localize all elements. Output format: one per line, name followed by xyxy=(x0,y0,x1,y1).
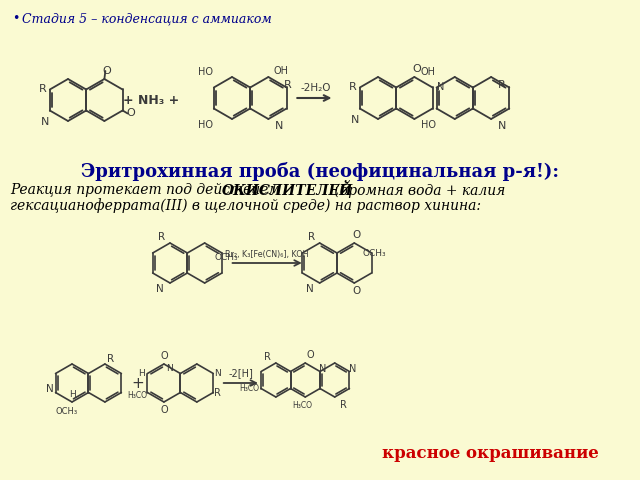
Text: гексацианоферрата(III) в щелочной среде) на раствор хинина:: гексацианоферрата(III) в щелочной среде)… xyxy=(10,198,481,213)
Text: (бромная вода + калия: (бромная вода + калия xyxy=(330,183,506,198)
Text: -2[H]: -2[H] xyxy=(228,368,253,378)
Text: H₃CO: H₃CO xyxy=(292,400,312,409)
Text: OCH₃: OCH₃ xyxy=(55,407,77,416)
Text: O: O xyxy=(412,64,420,74)
Text: OH: OH xyxy=(273,66,289,76)
Text: N: N xyxy=(306,284,314,294)
Text: + NH₃ +: + NH₃ + xyxy=(124,94,179,107)
Text: O: O xyxy=(307,350,314,360)
Text: R: R xyxy=(159,232,166,242)
Text: O: O xyxy=(126,108,135,118)
Text: N: N xyxy=(156,284,164,294)
Text: •: • xyxy=(12,12,19,25)
Text: -2H₂O: -2H₂O xyxy=(300,83,331,93)
Text: R: R xyxy=(214,387,221,397)
Text: N: N xyxy=(349,364,356,374)
Text: H₃CO: H₃CO xyxy=(127,391,147,400)
Text: O: O xyxy=(352,286,360,296)
Text: R: R xyxy=(498,81,506,91)
Text: OCH₃: OCH₃ xyxy=(362,249,386,257)
Text: R: R xyxy=(308,232,316,242)
Text: H: H xyxy=(138,369,145,378)
Text: O: O xyxy=(160,405,168,415)
Text: R: R xyxy=(107,354,114,364)
Text: OH: OH xyxy=(420,67,436,77)
Text: O: O xyxy=(102,66,111,76)
Text: N: N xyxy=(275,121,283,131)
Text: OCH₃: OCH₃ xyxy=(215,253,239,263)
Text: N: N xyxy=(319,364,327,374)
Text: O: O xyxy=(352,230,360,240)
Text: O: O xyxy=(160,351,168,361)
Text: Стадия 5 – конденсация с аммиаком: Стадия 5 – конденсация с аммиаком xyxy=(22,12,272,25)
Text: R: R xyxy=(340,400,347,410)
Text: N: N xyxy=(41,117,49,127)
Text: N: N xyxy=(166,364,173,373)
Text: R: R xyxy=(264,352,271,362)
Text: ОКИСЛИТЕЛЕЙ: ОКИСЛИТЕЛЕЙ xyxy=(222,183,353,198)
Text: N: N xyxy=(351,115,359,125)
Text: N: N xyxy=(437,83,444,93)
Text: HO: HO xyxy=(198,120,213,130)
Text: Эритрохинная проба (неофицинальная р-я!):: Эритрохинная проба (неофицинальная р-я!)… xyxy=(81,162,559,181)
Text: H₃CO: H₃CO xyxy=(239,384,259,393)
Text: H: H xyxy=(68,390,76,399)
Text: +: + xyxy=(132,375,144,391)
Text: R: R xyxy=(284,81,291,91)
Text: Реакция протекает под действием: Реакция протекает под действием xyxy=(10,183,284,197)
Text: N: N xyxy=(46,384,54,394)
Text: R: R xyxy=(349,83,357,93)
Text: N: N xyxy=(214,369,221,378)
Text: R: R xyxy=(39,84,47,95)
Text: HO: HO xyxy=(198,67,213,77)
Text: Br₂, K₃[Fe(CN)₆], KOH: Br₂, K₃[Fe(CN)₆], KOH xyxy=(225,250,308,259)
Text: HO: HO xyxy=(420,120,436,130)
Text: красное окрашивание: красное окрашивание xyxy=(381,445,598,462)
Text: N: N xyxy=(497,121,506,131)
